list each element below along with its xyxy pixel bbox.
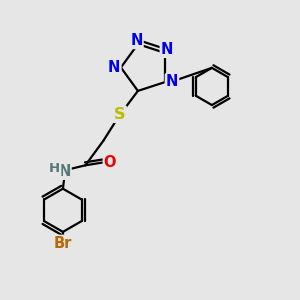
Text: O: O <box>104 155 116 170</box>
Text: N: N <box>108 60 121 75</box>
Text: N: N <box>58 164 70 179</box>
Text: N: N <box>161 42 173 57</box>
Text: H: H <box>49 162 60 176</box>
Text: N: N <box>166 74 178 89</box>
Text: Br: Br <box>54 236 72 251</box>
Text: S: S <box>114 107 126 122</box>
Text: N: N <box>130 33 142 48</box>
